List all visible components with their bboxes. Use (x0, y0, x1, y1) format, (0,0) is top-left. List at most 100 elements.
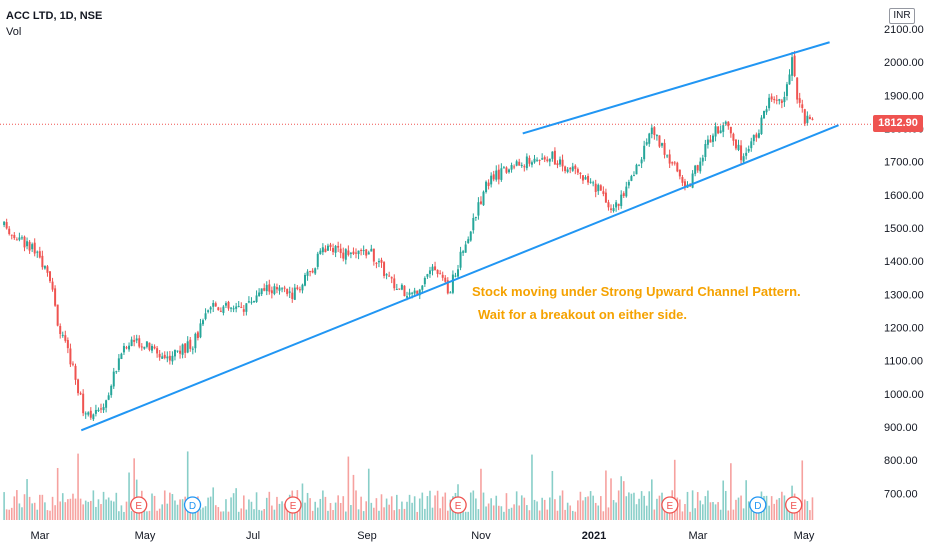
volume-bar (258, 509, 260, 520)
candle-body (622, 193, 625, 196)
candle-body (321, 247, 324, 253)
event-marker-label: D (189, 501, 196, 512)
candle-body (31, 244, 34, 250)
candle-body (79, 393, 82, 395)
earnings-event-marker[interactable]: E (130, 496, 148, 514)
event-marker-label: E (290, 501, 297, 512)
volume-bar (18, 503, 21, 520)
volume-label: Vol (6, 26, 22, 38)
event-marker-label: E (455, 501, 462, 512)
dividend-event-marker[interactable]: D (749, 496, 767, 514)
candle-body (332, 248, 335, 253)
volume-bar (658, 495, 661, 520)
volume-bar (268, 491, 271, 520)
candle-body (592, 182, 595, 184)
candle-body (706, 139, 709, 145)
volume-bar (105, 499, 107, 520)
candle-body (490, 175, 493, 185)
volume-bar (39, 494, 41, 520)
candle-body (253, 301, 256, 303)
volume-bar (31, 503, 33, 520)
volume-bar (26, 479, 28, 520)
candle-body (102, 407, 105, 411)
candle-body (184, 343, 187, 353)
volume-bar (209, 496, 212, 520)
candle-body (434, 266, 437, 271)
earnings-event-marker[interactable]: E (661, 496, 679, 514)
volume-bar (574, 511, 577, 520)
volume-bar (342, 496, 345, 520)
earnings-event-marker[interactable]: E (449, 496, 467, 514)
volume-bar (520, 495, 523, 520)
candle-body (617, 203, 620, 206)
dividend-event-marker[interactable]: D (183, 496, 202, 514)
currency-badge[interactable]: INR (889, 8, 915, 24)
volume-bar (587, 496, 589, 520)
volume-bar (719, 509, 722, 520)
y-tick-label: 1500.00 (884, 223, 924, 235)
upper-channel-line[interactable] (522, 41, 830, 135)
volume-bar (543, 499, 546, 520)
volume-bar (441, 496, 444, 520)
candle-body (653, 127, 656, 135)
volume-bar (327, 510, 329, 520)
earnings-event-marker[interactable]: E (284, 496, 302, 514)
candle-body (232, 308, 235, 310)
candle-body (451, 274, 454, 293)
candle-body (523, 166, 526, 168)
candle-body (181, 344, 184, 355)
y-tick-label: 2100.00 (884, 24, 924, 36)
candle-body (520, 164, 523, 166)
volume-bar (523, 497, 526, 520)
lower-channel-line[interactable] (80, 124, 839, 432)
candle-body (518, 161, 521, 166)
volume-bar (174, 500, 176, 520)
candle-body (421, 285, 424, 290)
candle-body (235, 306, 238, 309)
candle-body (487, 182, 490, 186)
volume-bar (74, 498, 77, 520)
volume-bar (602, 511, 605, 520)
candle-body (533, 158, 536, 163)
volume-bar (798, 506, 801, 520)
candle-body (474, 216, 477, 218)
candle-body (339, 248, 342, 254)
candle-body (275, 287, 278, 290)
volume-bar (584, 497, 587, 520)
volume-bar (809, 510, 811, 520)
candle-body (273, 286, 276, 294)
volume-bar (737, 497, 740, 520)
volume-bar (281, 501, 283, 520)
volume-bar (110, 500, 113, 520)
candle-body (349, 252, 352, 254)
volume-bar (681, 511, 684, 520)
annotation-line-2: Wait for a breakout on either side. (478, 307, 687, 322)
event-marker-label: E (667, 501, 674, 512)
volume-bar (561, 490, 564, 520)
volume-bar (120, 505, 123, 520)
candle-body (158, 353, 161, 358)
volume-bar (28, 496, 31, 520)
volume-bar (388, 504, 390, 520)
volume-bar (482, 492, 485, 520)
candle-body (668, 154, 671, 164)
candle-body (469, 231, 472, 241)
earnings-event-marker[interactable]: E (785, 496, 803, 514)
volume-bar (492, 505, 495, 520)
candle-body (324, 248, 327, 253)
volume-bar (253, 509, 255, 520)
volume-bar (54, 505, 56, 520)
volume-bar (722, 480, 725, 520)
volume-bar (365, 501, 368, 520)
candle-body (796, 77, 799, 100)
candle-body (712, 135, 715, 142)
symbol-title[interactable]: ACC LTD, 1D, NSE (6, 10, 103, 22)
price-axis[interactable]: 2100.002000.001900.001800.001700.001600.… (884, 24, 924, 500)
time-axis[interactable]: Mar May Jul Sep Nov 2021 Mar May (31, 530, 815, 542)
candle-body (441, 274, 444, 278)
volume-bar (370, 502, 373, 520)
candle-body (428, 270, 431, 274)
volume-bar (72, 493, 74, 520)
volume-bar (645, 505, 648, 520)
